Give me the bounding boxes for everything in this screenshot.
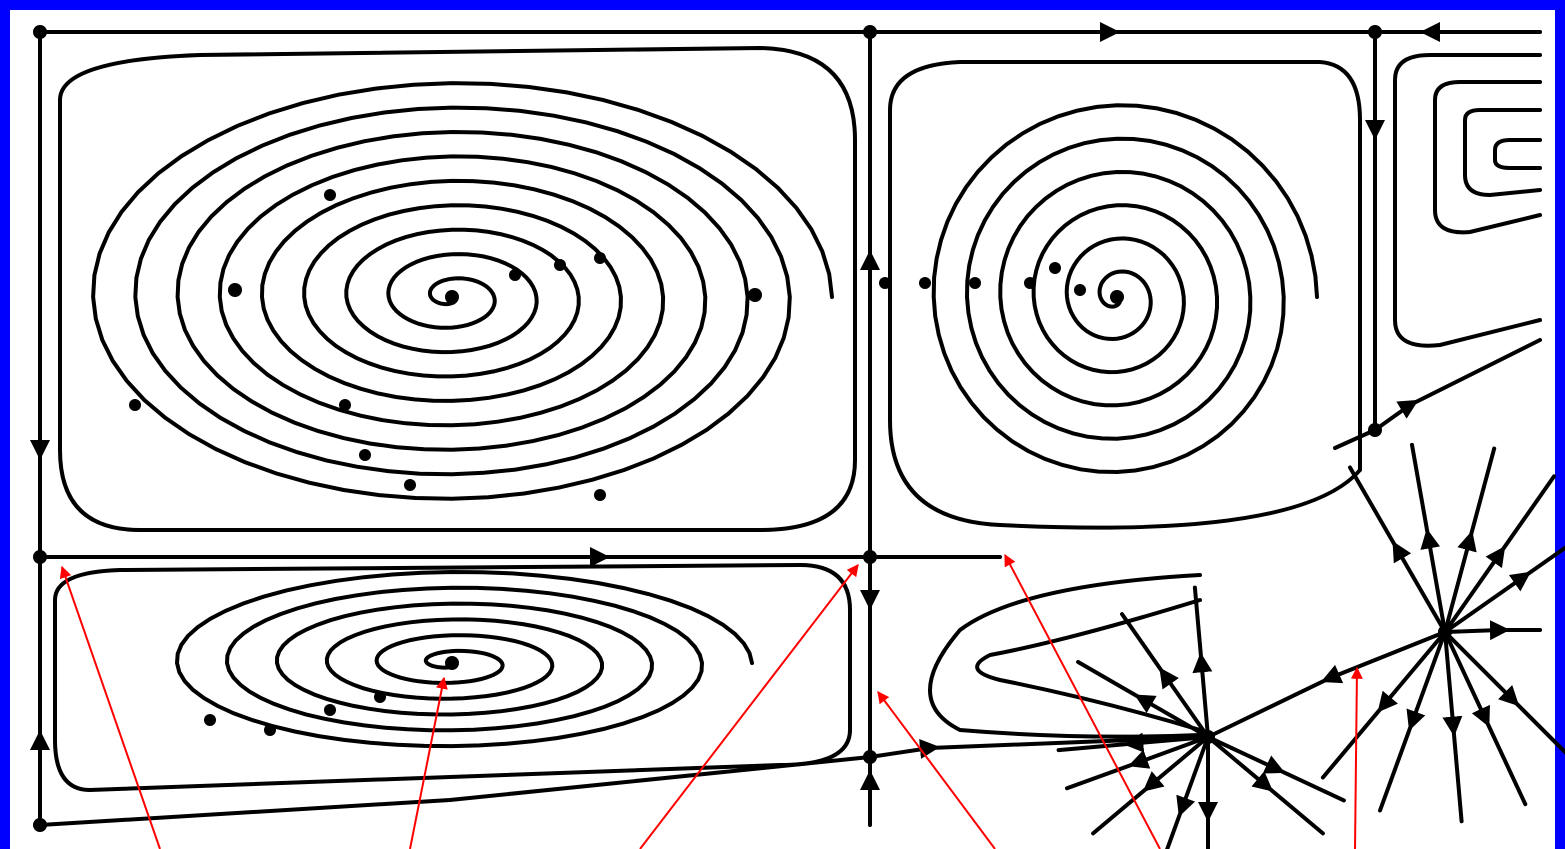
separatrix: [868, 735, 1210, 759]
critical-point: [445, 290, 459, 304]
pointer-arrow: [409, 676, 448, 849]
trajectory: [1443, 474, 1556, 634]
annotations: [59, 553, 1363, 849]
critical-point: [33, 25, 47, 39]
canvas: [10, 10, 1555, 849]
critical-point: [228, 283, 242, 297]
critical-point: [863, 750, 877, 764]
separatrix: [1333, 428, 1377, 450]
flow-arrow: [594, 489, 606, 501]
critical-point: [33, 550, 47, 564]
critical-point: [1368, 423, 1382, 437]
flow-arrow: [879, 277, 891, 289]
critical-point: [1368, 25, 1382, 39]
pointer-arrow: [1350, 666, 1363, 849]
trajectory: [1320, 630, 1447, 780]
separatrix: [1443, 620, 1542, 641]
trajectory: [1443, 630, 1528, 807]
critical-point: [1110, 290, 1124, 304]
flow-arrow: [359, 449, 371, 461]
trajectory: [1443, 446, 1497, 634]
flow-arrow: [404, 479, 416, 491]
trajectory: [1206, 735, 1325, 836]
flow-arrow: [374, 691, 386, 703]
flow-arrow: [324, 189, 336, 201]
critical-point: [445, 656, 459, 670]
separatrix: [38, 755, 872, 827]
orbit: [928, 573, 1202, 739]
trajectory: [1076, 660, 1210, 739]
trajectory: [1443, 545, 1565, 634]
trajectory: [1165, 735, 1210, 849]
orbit: [888, 60, 1362, 530]
spiral: [931, 103, 1319, 475]
spiral: [174, 569, 754, 749]
critical-points: [33, 25, 1452, 832]
critical-point: [748, 288, 762, 302]
trajectory: [1091, 735, 1210, 836]
flow-arrow: [1074, 284, 1086, 296]
critical-point: [863, 550, 877, 564]
separatrix: [1373, 338, 1542, 432]
trajectory: [1192, 585, 1213, 739]
critical-point: [1201, 730, 1215, 744]
flow-arrow: [264, 724, 276, 736]
orbit: [1463, 108, 1542, 198]
flow-arrow: [919, 277, 931, 289]
flow-arrow: [969, 277, 981, 289]
flow-arrow: [554, 259, 566, 271]
flow-arrow: [1024, 277, 1036, 289]
pointer-arrow: [1004, 553, 1161, 849]
critical-point: [33, 818, 47, 832]
trajectory: [1206, 735, 1346, 803]
flow-arrow: [204, 714, 216, 726]
trajectory: [1378, 630, 1447, 813]
trajectory: [1442, 630, 1464, 824]
trajectory: [1120, 612, 1210, 739]
pointer-arrow: [877, 691, 996, 849]
spiral: [91, 81, 834, 501]
critical-point: [1438, 625, 1452, 639]
pointer-arrow: [59, 565, 161, 849]
trajectory: [1410, 442, 1447, 634]
pointer-arrow: [639, 564, 859, 849]
flow-arrow: [339, 399, 351, 411]
orbit: [975, 598, 1202, 732]
separatrix: [1206, 630, 1447, 739]
flow-arrow: [594, 252, 606, 264]
critical-point: [863, 25, 877, 39]
trajectory: [1056, 732, 1210, 753]
orbit: [1433, 80, 1542, 235]
flow-arrow: [1049, 262, 1061, 274]
orbit: [1493, 138, 1542, 170]
orbit: [1393, 53, 1542, 348]
orbit: [58, 45, 857, 532]
flow-arrow: [324, 704, 336, 716]
flow-arrow: [509, 269, 521, 281]
orbit: [53, 562, 852, 793]
trajectory: [1348, 465, 1447, 634]
trajectory: [1065, 735, 1210, 791]
flow-lines: [30, 22, 1565, 849]
flow-arrow: [129, 399, 141, 411]
trajectory: [1443, 630, 1565, 755]
